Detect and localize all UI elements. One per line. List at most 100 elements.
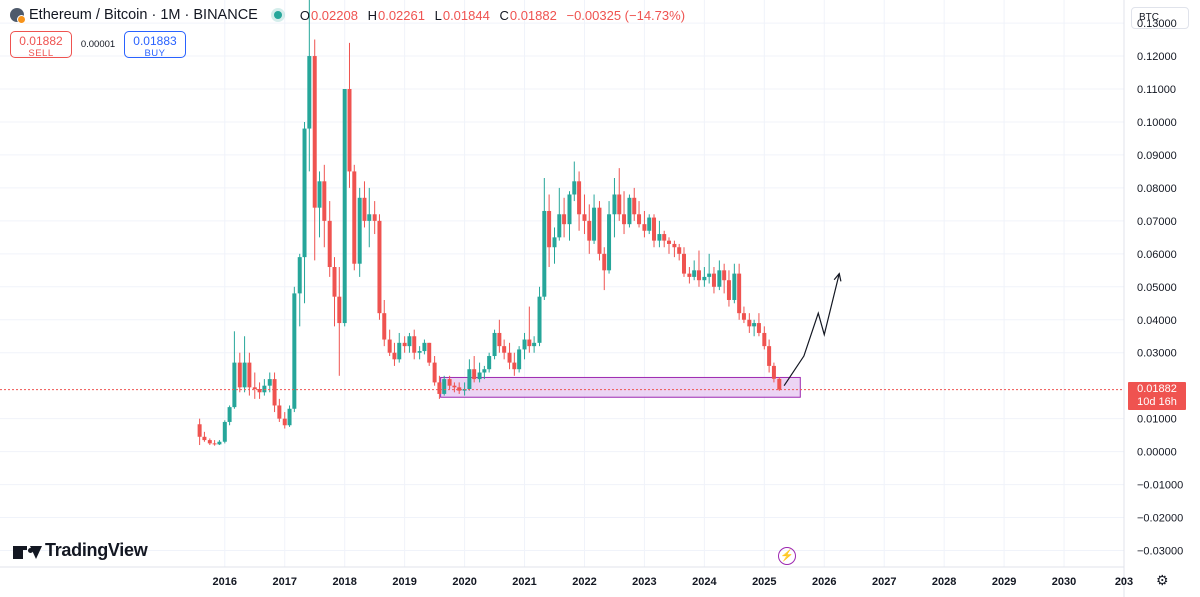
candle-body (492, 332, 497, 357)
candle-body (437, 382, 442, 394)
candle-body (567, 194, 572, 225)
candle-body (377, 220, 382, 314)
candle-body (257, 388, 262, 393)
high-value: 0.02261 (377, 7, 425, 23)
candle-body (632, 197, 637, 215)
candle-body (207, 440, 212, 444)
candle-body (696, 270, 701, 281)
symbol-title[interactable]: Ethereum / Bitcoin · 1M · BINANCE (29, 7, 258, 23)
candle-body (502, 346, 507, 353)
support-zone (440, 376, 801, 398)
ohlc-values: O0.02208 H0.02261 L0.01844 C0.01882 −0.0… (300, 8, 691, 23)
price-tick-label: −0.02000 (1137, 513, 1183, 525)
buy-button[interactable]: 0.01883 BUY (124, 31, 186, 59)
candle-body (452, 385, 457, 388)
price-tick-label: 0.04000 (1137, 315, 1177, 327)
candle-body (677, 247, 682, 254)
candle-body (332, 267, 337, 297)
candle-body (392, 352, 397, 360)
candle-body (747, 319, 752, 327)
time-tick-label: 2024 (692, 576, 717, 588)
price-axis: 0.13000 0.12000 0.11000 0.10000 0.09000 0.080… (1137, 18, 1183, 557)
candle-body (622, 214, 627, 225)
candle-body (527, 339, 532, 347)
price-tick-label: 0.07000 (1137, 216, 1177, 228)
tradingview-logo[interactable]: TradingView (13, 540, 148, 561)
candle-body (732, 273, 737, 300)
time-tick-label: 2022 (572, 576, 596, 588)
gear-icon[interactable]: ⚙ (1156, 572, 1169, 588)
candle-body (752, 323, 757, 327)
price-tick-label: 0.08000 (1137, 183, 1177, 195)
candle-body (607, 214, 612, 271)
lightning-icon[interactable]: ⚡ (778, 547, 796, 565)
time-tick-label: 2025 (752, 576, 776, 588)
candle-body (322, 181, 327, 221)
candle-body (212, 443, 217, 445)
candle-body (647, 217, 652, 231)
candle-body (497, 332, 502, 347)
candle-body (482, 369, 487, 373)
price-tick-label: 0.00000 (1137, 447, 1177, 459)
bar-countdown: 10d 16h (1137, 395, 1177, 408)
candle-body (537, 296, 542, 343)
buy-label: BUY (144, 48, 166, 59)
time-tick-label: 2029 (992, 576, 1016, 588)
candle-body (357, 197, 362, 264)
close-key: C (499, 7, 509, 23)
candle-body (662, 234, 667, 241)
time-tick-label: 203 (1115, 576, 1133, 588)
candlestick-series (197, 0, 782, 446)
candle-body (547, 210, 552, 248)
chart-grid (0, 0, 1125, 567)
price-tick-label: −0.01000 (1137, 480, 1183, 492)
price-tick-label: 0.06000 (1137, 249, 1177, 261)
candle-body (362, 197, 367, 221)
candle-body (202, 436, 207, 441)
candle-body (767, 346, 772, 366)
candle-body (592, 207, 597, 241)
candle-body (597, 207, 602, 254)
candle-body (417, 351, 422, 353)
low-value: 0.01844 (442, 7, 490, 23)
candle-body (652, 217, 657, 241)
candle-body (237, 362, 242, 388)
candle-body (762, 332, 767, 347)
candle-body (267, 379, 272, 386)
candle-body (487, 356, 492, 370)
candle-body (587, 220, 592, 241)
price-tick-label: 0.01000 (1137, 414, 1177, 426)
candle-body (672, 243, 677, 248)
price-tick-label: −0.03000 (1137, 546, 1183, 558)
candle-body (642, 224, 647, 231)
candle-body (771, 365, 776, 379)
time-tick-label: 2028 (932, 576, 956, 588)
sell-button[interactable]: 0.01882 SELL (10, 31, 72, 59)
candle-body (577, 181, 582, 215)
candle-body (292, 293, 297, 409)
candle-body (347, 89, 352, 172)
candle-body (457, 387, 462, 391)
projection-arrowhead (833, 272, 842, 282)
time-tick-label: 2027 (872, 576, 896, 588)
price-tick-label: 0.03000 (1137, 348, 1177, 360)
candle-body (562, 214, 567, 225)
candle-body (327, 220, 332, 268)
time-tick-label: 2026 (812, 576, 836, 588)
candle-body (252, 387, 257, 389)
sell-label: SELL (28, 48, 54, 59)
high-key: H (367, 7, 377, 23)
candle-body (627, 197, 632, 225)
candle-body (217, 441, 222, 445)
candle-body (407, 336, 412, 347)
candle-body (247, 362, 252, 388)
currency-selector[interactable]: BTC (1131, 7, 1189, 29)
candle-body (602, 253, 607, 271)
candle-body (532, 342, 537, 347)
candle-body (287, 408, 292, 426)
candle-body (692, 270, 697, 277)
candle-body (352, 171, 357, 264)
candle-body (372, 214, 377, 221)
candle-body (427, 342, 432, 363)
